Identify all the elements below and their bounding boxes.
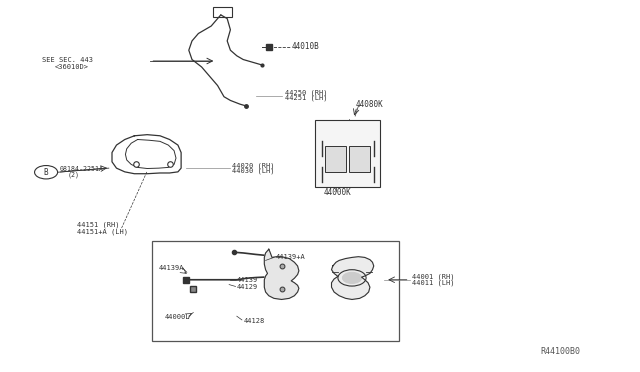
FancyBboxPatch shape [325, 146, 346, 172]
Text: 44139+A: 44139+A [275, 254, 305, 260]
Text: SEE SEC. 443: SEE SEC. 443 [42, 57, 93, 63]
Text: <36010D>: <36010D> [54, 64, 88, 70]
Text: 44030 (LH): 44030 (LH) [232, 168, 274, 174]
Polygon shape [264, 249, 299, 299]
Text: (2): (2) [67, 171, 79, 178]
Text: 44250 (RH): 44250 (RH) [285, 89, 327, 96]
Text: 44000K: 44000K [323, 188, 351, 197]
Polygon shape [332, 257, 374, 299]
FancyBboxPatch shape [315, 120, 380, 187]
Circle shape [342, 272, 362, 283]
Text: B: B [44, 168, 49, 177]
Text: 44001 (RH): 44001 (RH) [412, 273, 454, 280]
FancyBboxPatch shape [349, 146, 370, 172]
Text: 44151+A (LH): 44151+A (LH) [77, 228, 128, 235]
Text: 44128: 44128 [243, 318, 264, 324]
Text: 44020 (RH): 44020 (RH) [232, 162, 274, 169]
Text: 44139A: 44139A [159, 265, 184, 271]
FancyBboxPatch shape [213, 7, 232, 17]
Text: 44251 (LH): 44251 (LH) [285, 94, 327, 101]
Text: 44080K: 44080K [355, 100, 383, 109]
Text: 44011 (LH): 44011 (LH) [412, 279, 454, 286]
FancyBboxPatch shape [152, 241, 399, 341]
Text: R44100B0: R44100B0 [541, 347, 581, 356]
Text: 44151 (RH): 44151 (RH) [77, 222, 119, 228]
Text: 44139: 44139 [237, 278, 258, 283]
Text: 44010B: 44010B [292, 42, 319, 51]
Text: 44129: 44129 [237, 284, 258, 290]
Text: 08184-2251A: 08184-2251A [60, 166, 104, 172]
Text: 44000L: 44000L [165, 314, 191, 320]
